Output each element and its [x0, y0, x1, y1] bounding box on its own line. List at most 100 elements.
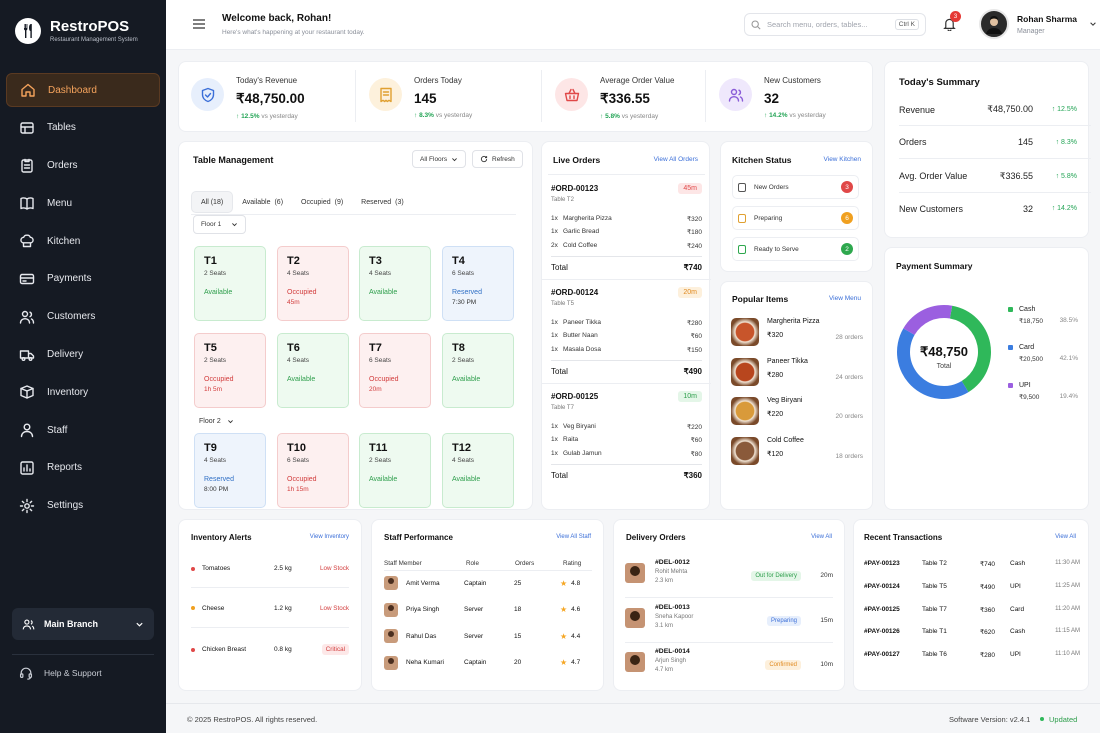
table-tile-t11[interactable]: T11 2 Seats Available: [359, 433, 431, 508]
summary-row: New Customers 32 ↑ 14.2%: [899, 204, 1077, 214]
kpi-change-value: 14.2%: [769, 112, 788, 119]
user-menu[interactable]: Rohan Sharma Manager: [979, 9, 1097, 39]
view-all-transactions-link[interactable]: View All: [1055, 534, 1076, 540]
tabs-divider: [191, 214, 516, 215]
delivery-status-badge: Confirmed: [765, 660, 801, 670]
view-kitchen-link[interactable]: View Kitchen: [823, 156, 861, 163]
staff-row[interactable]: Priya Singh Server 18 ★ 4.6: [384, 601, 590, 619]
sidebar-item-menu[interactable]: Menu: [6, 186, 160, 220]
summary-divider: [899, 191, 1091, 193]
view-menu-link[interactable]: View Menu: [828, 295, 861, 302]
sidebar-item-settings[interactable]: Settings: [6, 489, 160, 523]
floor-2-dropdown[interactable]: Floor 2: [199, 418, 234, 425]
app-logo[interactable]: RestroPOS Restaurant Management System: [15, 18, 138, 44]
summary-change: ↑ 14.2%: [1051, 205, 1077, 213]
table-tile-t3[interactable]: T3 4 Seats Available: [359, 246, 431, 321]
table-tile-t1[interactable]: T1 2 Seats Available: [194, 246, 266, 321]
view-all-staff-link[interactable]: View All Staff: [556, 534, 591, 540]
tab-label: Available: [242, 198, 271, 206]
transaction-time: 11:15 AM: [1055, 628, 1080, 635]
order-timer: 45m: [678, 183, 702, 194]
sidebar-item-dashboard[interactable]: Dashboard: [6, 73, 160, 107]
delivery-row[interactable]: #DEL-0012 Rohit Mehta 2.3 km Out for Delive…: [625, 559, 833, 595]
sidebar-item-orders[interactable]: Orders: [6, 149, 160, 183]
inventory-item[interactable]: Cheese 1.2 kg Low Stock: [191, 605, 349, 612]
transaction-row[interactable]: #PAY-00124 Table T5 ₹490 UPI 11:25 AM: [864, 583, 1080, 591]
table-tile-t8[interactable]: T8 2 Seats Available: [442, 333, 514, 408]
refresh-button[interactable]: Refresh: [472, 150, 523, 168]
staff-row[interactable]: Rahul Das Server 15 ★ 4.4: [384, 627, 590, 645]
order-header: #ORD-00125 10m: [551, 391, 702, 402]
popular-item[interactable]: Cold Coffee ₹120 18 orders: [731, 436, 863, 469]
staff-row[interactable]: Neha Kumari Captain 20 ★ 4.7: [384, 654, 590, 672]
staff-name: Neha Kumari: [406, 659, 444, 666]
hamburger-menu-icon[interactable]: [193, 19, 205, 29]
popular-item[interactable]: Margherita Pizza ₹320 28 orders: [731, 318, 863, 350]
order-card[interactable]: #ORD-00123 45m Table T2 1x Margherita Pizza ₹…: [551, 183, 702, 272]
kitchen-status-ready-to-serve[interactable]: Ready to Serve 2: [732, 237, 859, 261]
legend-cash: Cash ₹18,750 38.5%: [1008, 306, 1078, 325]
legend-amount: ₹9,500: [1019, 394, 1040, 401]
floor-1-dropdown[interactable]: Floor 1: [193, 215, 247, 234]
table-tile-t5[interactable]: T5 2 Seats Occupied 1h 5m: [194, 333, 266, 408]
kpi-average-order-value: Average Order Value ₹336.55 ↑ 5.8% vs yest…: [555, 62, 674, 130]
popular-item[interactable]: Veg Biryani ₹220 20 orders: [731, 397, 863, 429]
kitchen-status-new-orders[interactable]: New Orders 3: [732, 175, 859, 199]
table-tile-t4[interactable]: T4 6 Seats Reserved 7:30 PM: [442, 246, 514, 321]
sidebar-item-reports[interactable]: Reports: [6, 451, 160, 485]
transaction-row[interactable]: #PAY-00123 Table T2 ₹740 Cash 11:30 AM: [864, 560, 1080, 568]
tab-available[interactable]: Available (6): [233, 191, 292, 213]
transaction-row[interactable]: #PAY-00126 Table T1 ₹620 Cash 11:15 AM: [864, 628, 1080, 636]
popular-price: ₹220: [767, 411, 784, 418]
delivery-title: Delivery Orders: [626, 533, 686, 542]
floor-filter-dropdown[interactable]: All Floors: [412, 150, 467, 168]
view-all-deliveries-link[interactable]: View All: [811, 534, 832, 540]
branch-selector[interactable]: Main Branch: [12, 608, 154, 640]
chevron-down-icon: [136, 622, 143, 627]
tab-occupied[interactable]: Occupied (9): [292, 191, 352, 213]
tab-reserved[interactable]: Reserved (3): [352, 191, 413, 213]
transaction-row[interactable]: #PAY-00127 Table T6 ₹280 UPI 11:10 AM: [864, 651, 1080, 659]
table-tile-t12[interactable]: T12 4 Seats Available: [442, 433, 514, 508]
kpi-orders-today: Orders Today 145 ↑ 8.3% vs yesterday: [369, 62, 472, 130]
inventory-item[interactable]: Tomatoes 2.5 kg Low Stock: [191, 565, 349, 572]
food-image: [731, 318, 759, 346]
sidebar-item-inventory[interactable]: Inventory: [6, 375, 160, 409]
sidebar-item-delivery[interactable]: Delivery: [6, 338, 160, 372]
item-price: ₹220: [687, 423, 702, 431]
help-support-link[interactable]: Help & Support: [19, 666, 102, 680]
tab-count: (9): [334, 198, 344, 206]
sidebar-item-tables[interactable]: Tables: [6, 111, 160, 145]
view-all-orders-link[interactable]: View All Orders: [653, 156, 698, 163]
tab-all[interactable]: All (18): [191, 191, 234, 213]
order-total: Total ₹490: [551, 359, 702, 376]
table-tile-t7[interactable]: T7 6 Seats Occupied 20m: [359, 333, 431, 408]
search-input[interactable]: Search menu, orders, tables... Ctrl K: [744, 13, 926, 36]
sidebar-item-customers[interactable]: Customers: [6, 300, 160, 334]
table-tile-t2[interactable]: T2 4 Seats Occupied 45m: [277, 246, 349, 321]
sidebar-item-staff[interactable]: Staff: [6, 413, 160, 447]
staff-row[interactable]: Amit Verma Captain 25 ★ 4.8: [384, 574, 590, 592]
staff-rating: ★ 4.8: [560, 579, 580, 588]
transaction-row[interactable]: #PAY-00125 Table T7 ₹360 Card 11:20 AM: [864, 606, 1080, 614]
delivery-row[interactable]: #DEL-0014 Arjun Singh 4.7 km Confirmed 10m: [625, 648, 833, 684]
inventory-item[interactable]: Chicken Breast 0.8 kg Critical: [191, 644, 349, 655]
popular-item[interactable]: Paneer Tikka ₹280 24 orders: [731, 357, 863, 390]
table-tile-t10[interactable]: T10 6 Seats Occupied 1h 15m: [277, 433, 349, 508]
table-tile-t6[interactable]: T6 4 Seats Available: [277, 333, 349, 408]
table-seats: 4 Seats: [452, 457, 475, 464]
staff-name: Rahul Das: [406, 632, 437, 640]
popular-text: Cold Coffee ₹120: [767, 437, 804, 469]
table-time: 7:30 PM: [452, 299, 477, 306]
order-card[interactable]: #ORD-00125 10m Table T7 1x Veg Biryani ₹220 1x…: [551, 391, 702, 480]
delivery-row[interactable]: #DEL-0013 Sneha Kapoor 3.1 km Preparing 15m: [625, 604, 833, 640]
table-name: T7: [369, 342, 382, 354]
view-inventory-link[interactable]: View Inventory: [309, 534, 349, 540]
order-card[interactable]: #ORD-00124 20m Table T5 1x Paneer Tikka ₹280 1…: [551, 287, 702, 376]
notification-badge: 3: [950, 11, 961, 22]
kitchen-status-preparing[interactable]: Preparing 6: [732, 206, 859, 230]
table-tile-t9[interactable]: T9 4 Seats Reserved 8:00 PM: [194, 433, 266, 508]
sidebar-item-payments[interactable]: Payments: [6, 262, 160, 296]
inventory-status: Low Stock: [319, 565, 349, 572]
sidebar-item-kitchen[interactable]: Kitchen: [6, 224, 160, 258]
